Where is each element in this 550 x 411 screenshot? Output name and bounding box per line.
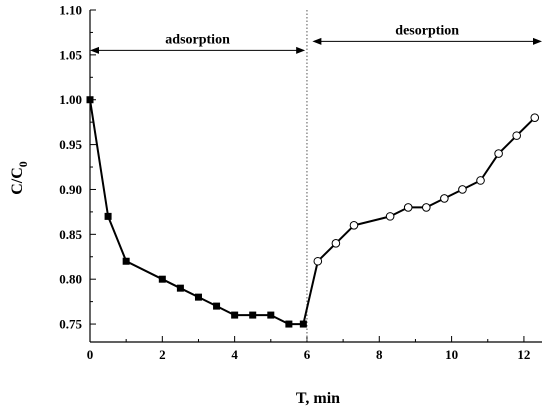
data-point xyxy=(104,212,112,220)
data-point xyxy=(494,149,503,158)
annotation-1: desorption xyxy=(312,23,542,45)
data-point xyxy=(299,320,307,328)
data-point xyxy=(86,96,94,104)
arrow-head-left xyxy=(312,37,322,45)
data-point xyxy=(385,212,395,221)
y-tick-label: 0.75 xyxy=(59,317,82,332)
y-tick-label: 1.00 xyxy=(59,92,82,107)
annotation-label: adsorption xyxy=(165,32,230,47)
data-point xyxy=(476,176,485,185)
x-tick-label: 4 xyxy=(231,347,238,362)
y-tick-label: 0.80 xyxy=(59,272,82,287)
y-axis-title-main: C/C xyxy=(9,167,26,195)
y-tick-label: 1.05 xyxy=(59,47,82,62)
y-axis-title-subscript: 0 xyxy=(16,161,30,167)
data-point xyxy=(176,284,184,292)
data-point xyxy=(458,185,467,194)
x-tick-label: 8 xyxy=(376,347,383,362)
data-point xyxy=(249,311,257,319)
data-point xyxy=(158,275,166,283)
data-point xyxy=(285,320,293,328)
data-point xyxy=(213,302,221,310)
data-point xyxy=(440,194,449,203)
x-tick-label: 10 xyxy=(445,347,458,362)
annotation-0: adsorption xyxy=(90,32,306,54)
data-point xyxy=(122,257,130,265)
arrow-head-right xyxy=(296,46,306,54)
data-point xyxy=(530,113,540,122)
data-point xyxy=(349,221,359,230)
series-lines xyxy=(89,99,536,326)
y-axis-title: C/C0 xyxy=(9,161,30,195)
annotation-label: desorption xyxy=(395,23,459,38)
x-tick-label: 12 xyxy=(517,347,530,362)
arrow-head-left xyxy=(90,46,99,54)
y-tick-label: 1.10 xyxy=(59,3,82,18)
data-point xyxy=(313,256,323,266)
ticks: 0 2 4 6 8 10 12 0.75 0.80 0.85 0.90 0.95 1.00 1.05 1.1… xyxy=(59,3,530,363)
data-point xyxy=(403,203,413,212)
y-tick-label: 0.85 xyxy=(59,227,82,242)
annotations: adsorption desorption xyxy=(90,23,542,54)
data-point xyxy=(231,311,239,319)
arrow-head-right xyxy=(533,37,542,45)
data-point xyxy=(512,131,521,140)
series-line-1 xyxy=(317,116,536,262)
x-tick-label: 2 xyxy=(159,347,166,362)
data-point xyxy=(194,293,202,301)
series-markers xyxy=(86,96,540,328)
series-line-0 xyxy=(89,99,304,326)
y-tick-label: 0.95 xyxy=(59,137,82,152)
bridge-line xyxy=(302,261,319,325)
x-tick-label: 0 xyxy=(87,347,94,362)
x-axis-title: T, min xyxy=(296,390,340,407)
data-point xyxy=(331,238,341,248)
data-point xyxy=(421,203,431,212)
data-point xyxy=(267,311,275,319)
axes xyxy=(89,10,542,343)
y-tick-label: 0.90 xyxy=(59,182,82,197)
x-tick-label: 6 xyxy=(304,347,311,362)
